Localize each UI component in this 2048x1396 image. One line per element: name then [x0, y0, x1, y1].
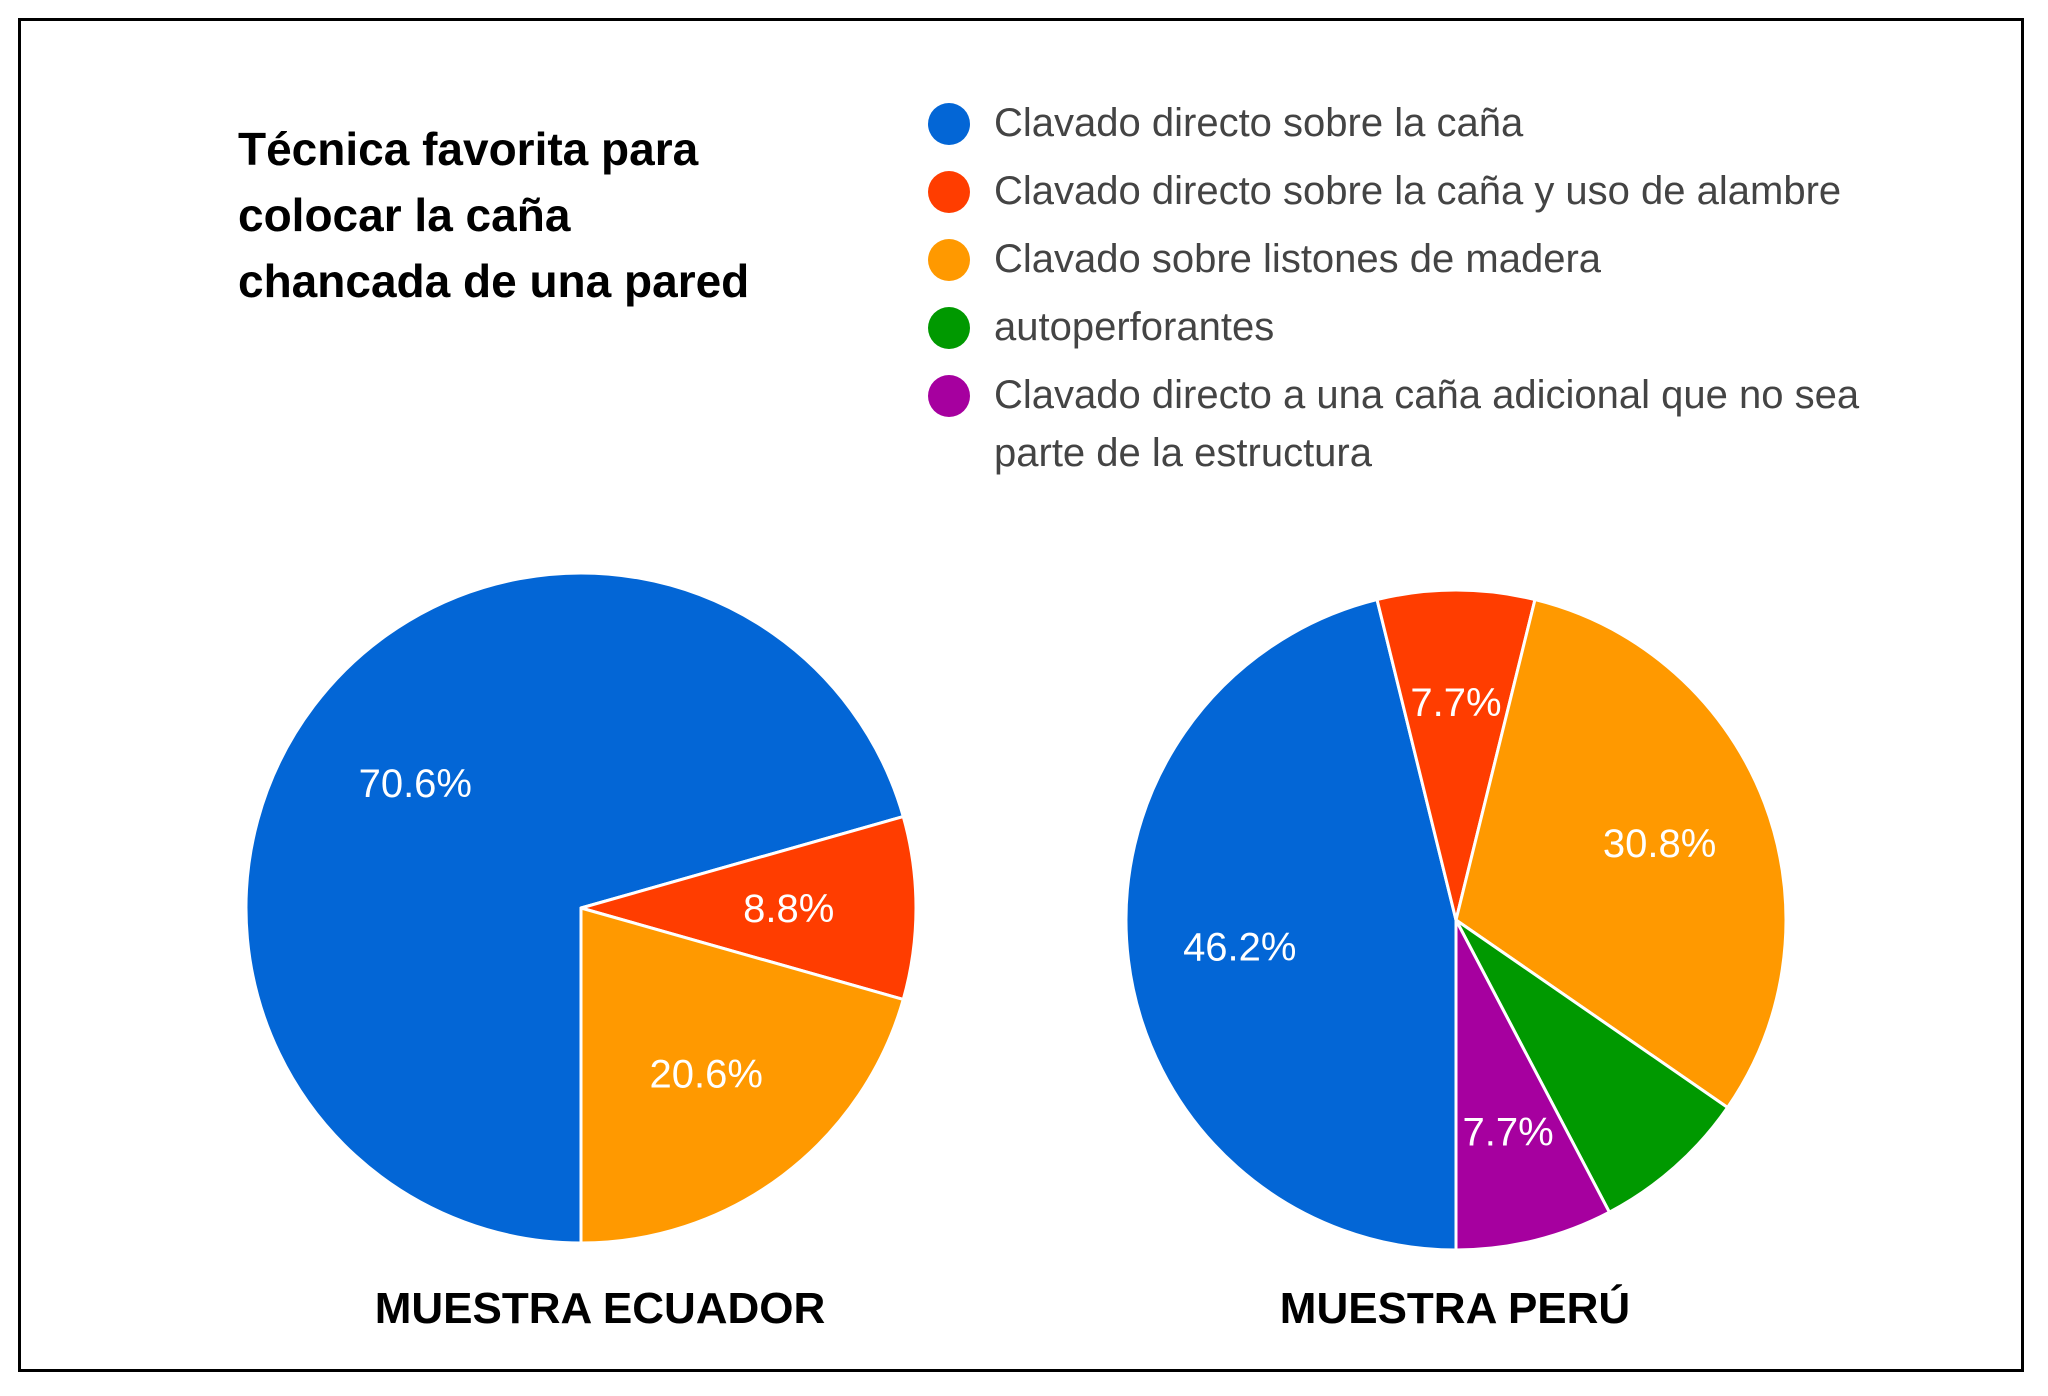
pie-slice: [1454, 918, 1611, 1252]
pie-slice: [1375, 588, 1537, 922]
slice-percent-label: 7.7%: [1410, 681, 1501, 725]
legend: Clavado directo sobre la caña Clavado di…: [928, 94, 1928, 492]
pie-slice: [1454, 598, 1788, 1109]
legend-label: Clavado directo sobre la caña: [994, 101, 1524, 145]
slice-percent-label: 8.8%: [743, 887, 834, 931]
figure-frame: [18, 18, 2024, 1372]
slice-percent-label: 7.7%: [1463, 1110, 1554, 1154]
title-line-1: Técnica favorita para: [238, 123, 699, 175]
slice-percent-label: 20.6%: [650, 1053, 763, 1097]
title-line-2: colocar la caña: [238, 189, 571, 241]
legend-label: Clavado directo a una caña adicional que…: [994, 373, 1860, 475]
pie-slice: [579, 906, 905, 1245]
legend-item: Clavado directo sobre la caña: [928, 94, 1928, 152]
legend-swatch: [928, 375, 970, 417]
legend-swatch: [928, 103, 970, 145]
pie-slice: [1454, 918, 1730, 1214]
legend-item: Clavado directo sobre la caña y uso de a…: [928, 162, 1928, 220]
pie-slice: [579, 815, 918, 1001]
pie-chart-peru: 46.2% 7.7% 30.8% 7.7%: [1124, 588, 1788, 1252]
legend-label: Clavado directo sobre la caña y uso de a…: [994, 169, 1842, 213]
legend-item: Clavado sobre listones de madera: [928, 230, 1928, 288]
legend-swatch: [928, 307, 970, 349]
pie-slice: [1124, 598, 1458, 1252]
pie-slice: [244, 571, 905, 1245]
pie-caption-ecuador: MUESTRA ECUADOR: [375, 1284, 826, 1333]
slice-percent-label: 30.8%: [1603, 822, 1716, 866]
legend-label: Clavado sobre listones de madera: [994, 237, 1602, 281]
title-line-3: chancada de una pared: [238, 255, 750, 307]
legend-item: Clavado directo a una caña adicional que…: [928, 366, 1928, 482]
legend-swatch: [928, 239, 970, 281]
pie-chart-ecuador: 70.6% 8.8% 20.6%: [244, 571, 918, 1245]
slice-percent-label: 70.6%: [359, 762, 472, 806]
pie-caption-peru: MUESTRA PERÚ: [1280, 1283, 1630, 1333]
chart-title: Técnica favorita para colocar la caña ch…: [238, 116, 938, 314]
slice-percent-label: 46.2%: [1183, 925, 1296, 969]
legend-label: autoperforantes: [994, 305, 1275, 349]
legend-item: autoperforantes: [928, 298, 1928, 356]
legend-swatch: [928, 171, 970, 213]
